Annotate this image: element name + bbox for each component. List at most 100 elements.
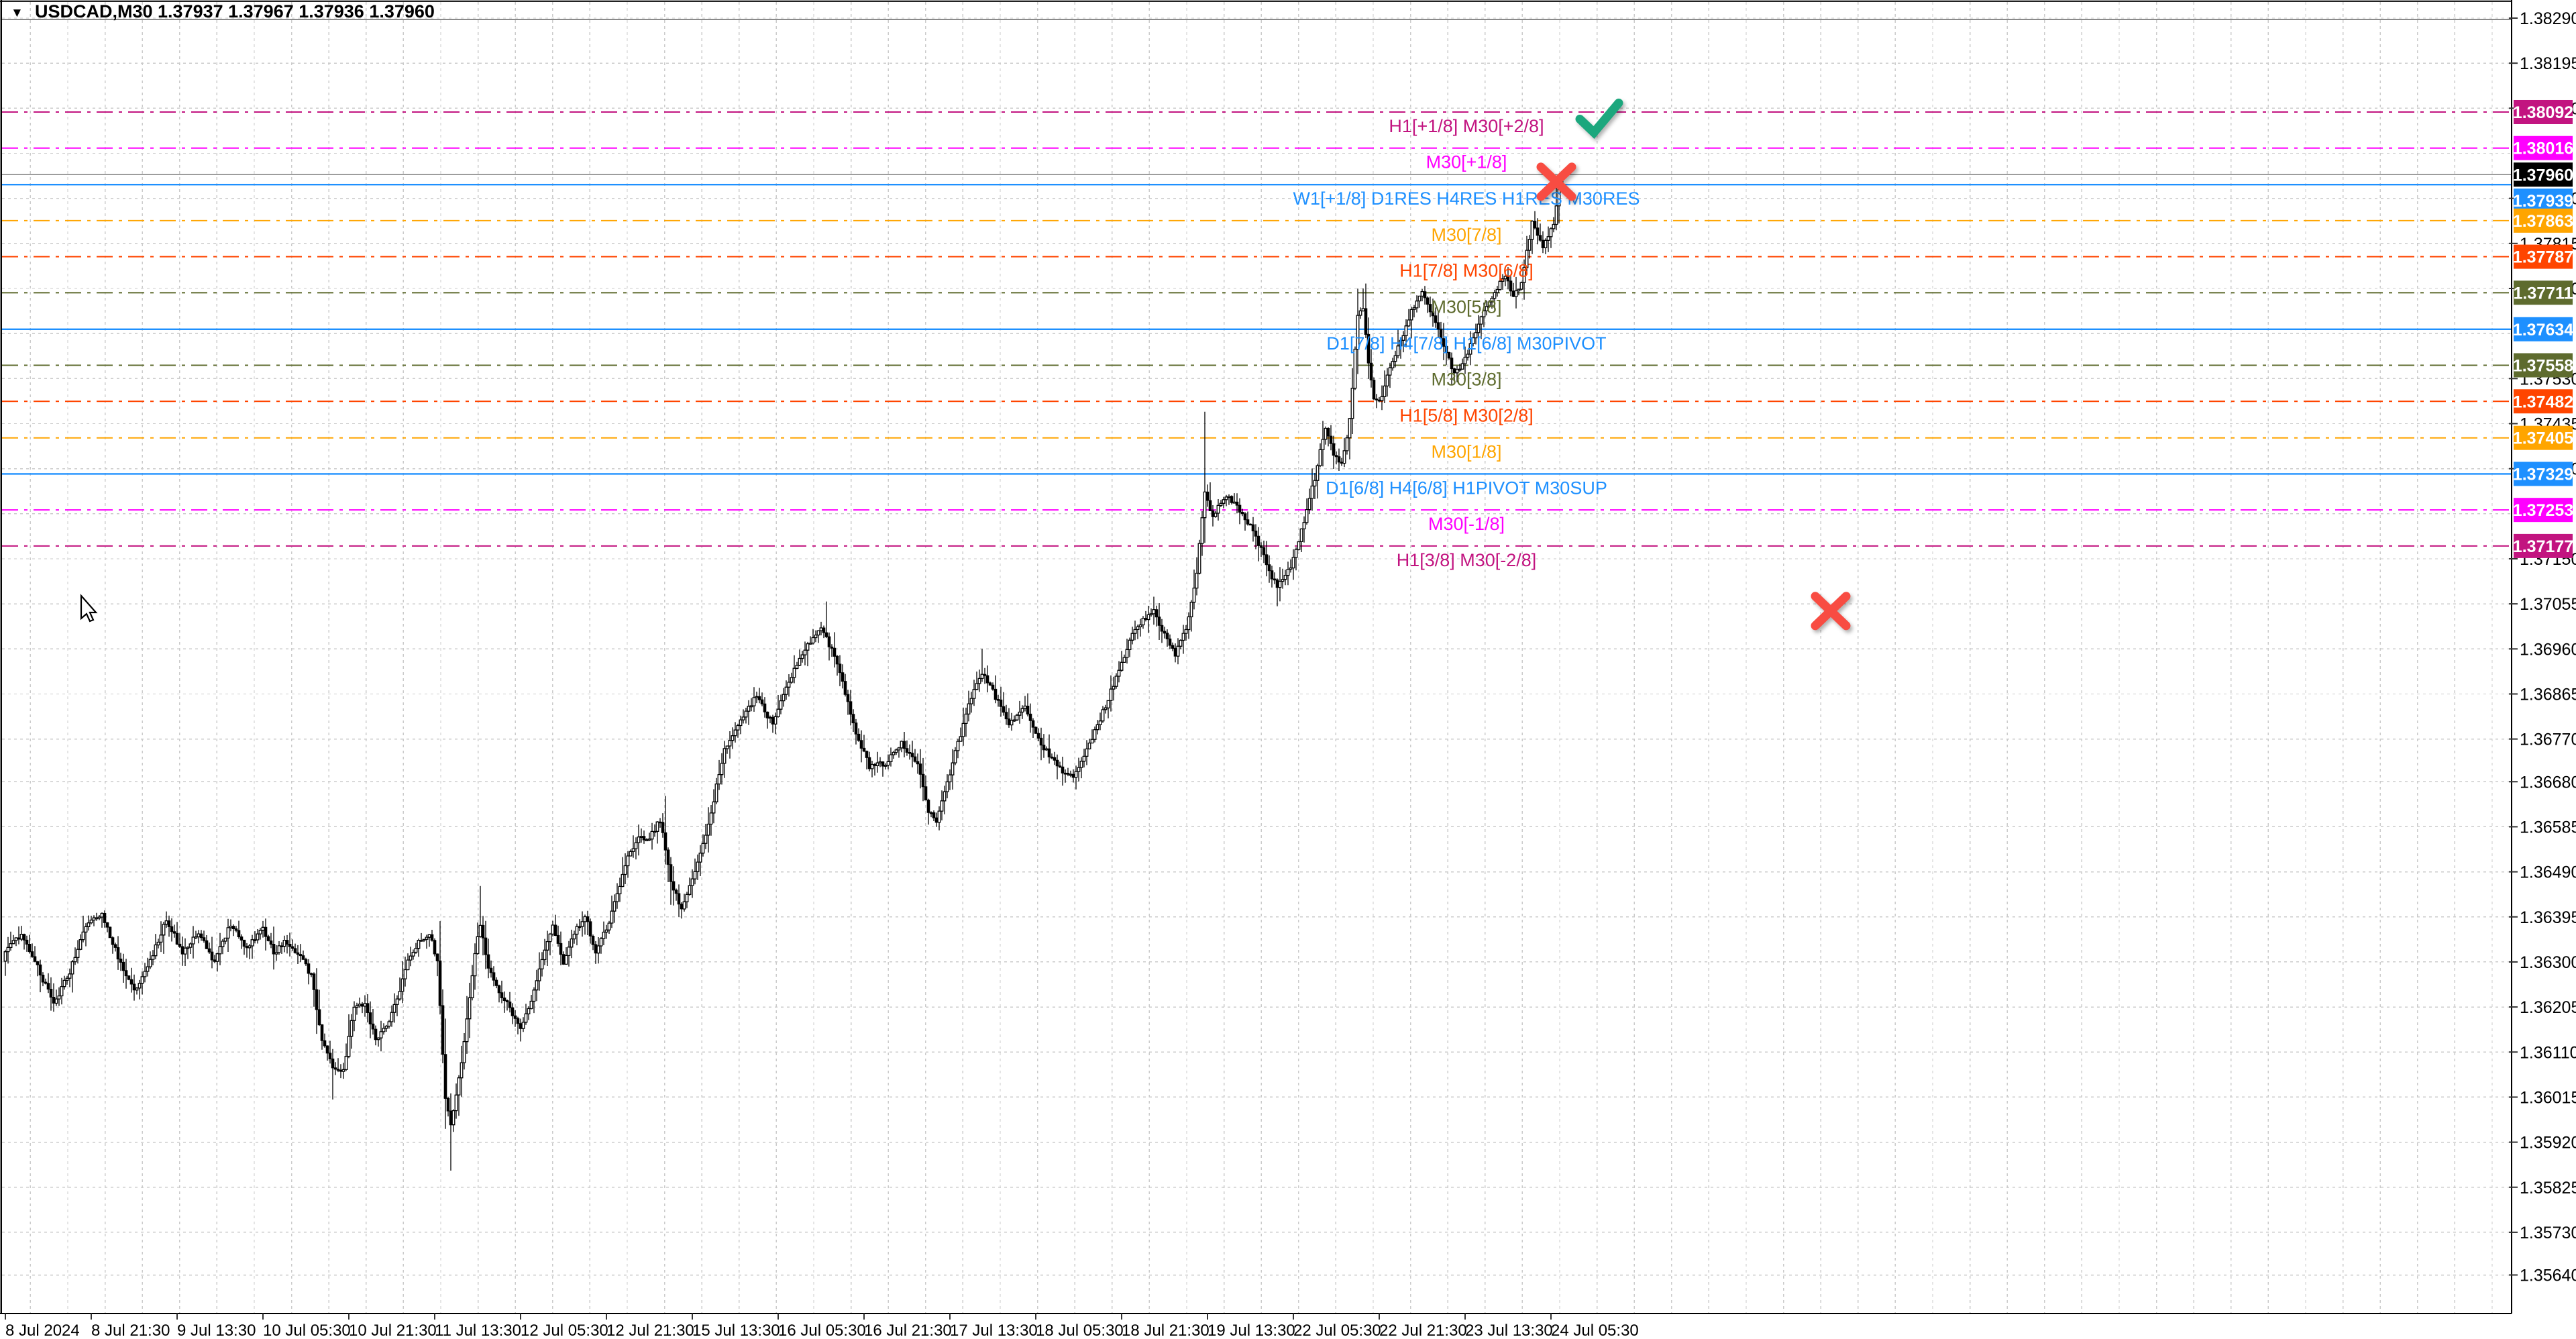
- level-label: M30[3/8]: [1431, 370, 1501, 390]
- chart-title: ▼ USDCAD,M30 1.37937 1.37967 1.37936 1.3…: [11, 1, 435, 21]
- price-level-badge: [2514, 533, 2573, 558]
- price-level-badge: [2514, 389, 2573, 414]
- price-level-badge: [2514, 462, 2573, 486]
- time-tick-label: 12 Jul 05:30: [521, 1322, 608, 1339]
- price-level-badge-text: 1.37787: [2513, 248, 2573, 267]
- price-tick-label: 1.36960: [2520, 640, 2576, 659]
- price-bars[interactable]: [3, 171, 1564, 1171]
- green-check-icon[interactable]: [1575, 98, 1623, 139]
- time-tick-label: 16 Jul 05:30: [778, 1322, 866, 1339]
- up-candle-bodies: [3, 174, 1564, 1126]
- price-level-badge-text: 1.37558: [2513, 357, 2573, 376]
- time-tick-label: 19 Jul 13:30: [1208, 1322, 1295, 1339]
- time-tick-label: 18 Jul 05:30: [1036, 1322, 1124, 1339]
- level-label: H1[7/8] M30[6/8]: [1399, 261, 1534, 281]
- level-label: M30[5/8]: [1431, 297, 1501, 317]
- price-tick-label: 1.36490: [2520, 863, 2576, 882]
- red-x-icon-2[interactable]: [1811, 592, 1851, 631]
- mouse-cursor-arrow: [80, 594, 98, 623]
- level-label: M30[-1/8]: [1428, 514, 1505, 534]
- level-lines: [2, 111, 2512, 547]
- symbol-ohlc-title: USDCAD,M30 1.37937 1.37967 1.37936 1.379…: [35, 1, 435, 21]
- time-tick-label: 24 Jul 05:30: [1551, 1322, 1639, 1339]
- price-tick-label: 1.35920: [2520, 1134, 2576, 1153]
- price-tick-label: 1.36395: [2520, 908, 2576, 927]
- time-tick-label: 12 Jul 21:30: [606, 1322, 694, 1339]
- bar-wicks: [5, 171, 1562, 1171]
- time-axis-bg[interactable]: [0, 1314, 2576, 1339]
- price-tick-label: 1.36585: [2520, 818, 2576, 837]
- time-tick-label: 8 Jul 2024: [5, 1322, 80, 1339]
- price-level-badge: [2514, 99, 2573, 124]
- level-label: M30[7/8]: [1431, 225, 1501, 245]
- level-label: H1[+1/8] M30[+2/8]: [1389, 116, 1544, 136]
- red-x-icon-1[interactable]: [1536, 162, 1576, 201]
- price-level-badge-text: 1.38092: [2513, 103, 2573, 122]
- price-level-badge: [2514, 208, 2573, 233]
- price-level-badge: [2514, 244, 2573, 269]
- level-label: M30[+1/8]: [1426, 152, 1507, 172]
- chart-markers[interactable]: [1536, 98, 1851, 631]
- time-tick-label: 16 Jul 21:30: [864, 1322, 952, 1339]
- grid-lines: [2, 2, 2512, 1314]
- time-tick-label: 9 Jul 13:30: [177, 1322, 256, 1339]
- level-labels: H1[+1/8] M30[+2/8] M30[+1/8] W1[+1/8] D1RE…: [1293, 116, 1640, 570]
- price-tick-label: 1.35640: [2520, 1267, 2576, 1285]
- price-tick-label: 1.36205: [2520, 998, 2576, 1017]
- mouse-cursor-icon: [80, 594, 98, 623]
- price-tick-label: 1.35730: [2520, 1224, 2576, 1242]
- time-tick-label: 22 Jul 21:30: [1379, 1322, 1467, 1339]
- price-level-badge: [2514, 136, 2573, 160]
- price-level-badge: [2514, 353, 2573, 378]
- price-level-badge-text: 1.37939: [2513, 192, 2573, 211]
- time-tick-label: 11 Jul 13:30: [435, 1322, 521, 1339]
- price-level-badge-text: 1.37482: [2513, 392, 2573, 411]
- price-level-badge-text: 1.37405: [2513, 429, 2573, 448]
- time-tick-label: 22 Jul 05:30: [1293, 1322, 1381, 1339]
- price-tick-label: 1.38290: [2520, 9, 2576, 28]
- time-tick-label: 17 Jul 13:30: [950, 1322, 1038, 1339]
- price-level-badge-text: 1.37329: [2513, 465, 2573, 484]
- time-tick-label: 10 Jul 21:30: [349, 1322, 437, 1339]
- price-level-badge-text: 1.37634: [2513, 321, 2573, 339]
- time-tick-label: 15 Jul 13:30: [692, 1322, 780, 1339]
- price-level-badge-text: 1.38016: [2513, 140, 2573, 158]
- level-label: D1[7/8] H4[7/8] H1[6/8] M30PIVOT: [1326, 333, 1606, 354]
- price-level-badge: [2514, 498, 2573, 523]
- level-label: H1[3/8] M30[-2/8]: [1397, 550, 1537, 570]
- level-label: M30[1/8]: [1431, 442, 1501, 462]
- time-tick-label: 18 Jul 21:30: [1122, 1322, 1210, 1339]
- down-candle-bodies: [17, 221, 1545, 1126]
- price-tick-label: 1.35825: [2520, 1179, 2576, 1197]
- level-label: D1[6/8] H4[6/8] H1PIVOT M30SUP: [1326, 478, 1607, 498]
- level-label: W1[+1/8] D1RES H4RES H1RES M30RES: [1293, 189, 1640, 209]
- level-label: H1[5/8] M30[2/8]: [1399, 405, 1534, 425]
- price-tick-label: 1.36865: [2520, 685, 2576, 704]
- time-axis[interactable]: 8 Jul 2024 8 Jul 21:30 9 Jul 13:30 10 Jul 0…: [0, 1313, 2576, 1339]
- price-level-badge: [2514, 317, 2573, 341]
- price-tick-label: 1.36300: [2520, 953, 2576, 972]
- price-tick-label: 1.36770: [2520, 731, 2576, 749]
- time-tick-label: 10 Jul 05:30: [263, 1322, 351, 1339]
- price-axis[interactable]: 1.382901.381951.381001.379101.378151.377…: [2509, 0, 2576, 1339]
- price-level-badge: [2514, 425, 2573, 450]
- price-level-badge-text: 1.37863: [2513, 212, 2573, 231]
- price-tick-label: 1.36110: [2520, 1043, 2576, 1062]
- price-level-badge-text: 1.37177: [2513, 537, 2573, 556]
- triangle-down-icon[interactable]: ▼: [11, 6, 23, 20]
- time-tick-label: 23 Jul 13:30: [1465, 1322, 1553, 1339]
- price-tick-label: 1.36015: [2520, 1088, 2576, 1107]
- current-price-badge: [2514, 162, 2573, 187]
- price-tick-label: 1.36680: [2520, 773, 2576, 792]
- price-tick-label: 1.38195: [2520, 54, 2576, 73]
- time-tick-label: 8 Jul 21:30: [91, 1322, 170, 1339]
- price-level-badge-text: 1.37711: [2514, 284, 2573, 303]
- price-tick-label: 1.37055: [2520, 595, 2576, 614]
- price-level-badge: [2514, 280, 2573, 305]
- price-level-badge-text: 1.37253: [2513, 501, 2573, 520]
- current-price-badge-text: 1.37960: [2513, 166, 2573, 184]
